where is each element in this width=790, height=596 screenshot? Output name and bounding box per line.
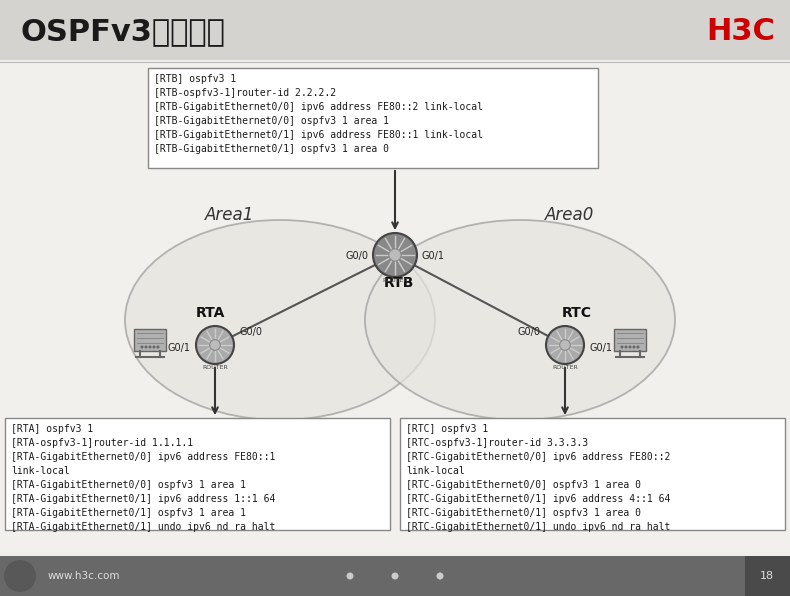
Text: H3C: H3C <box>706 17 775 46</box>
Circle shape <box>389 249 401 261</box>
Bar <box>614 329 646 351</box>
Text: G0/1: G0/1 <box>421 251 444 261</box>
Text: Area0: Area0 <box>545 206 595 224</box>
Text: G0/1: G0/1 <box>167 343 190 353</box>
Circle shape <box>633 346 635 349</box>
Circle shape <box>156 346 160 349</box>
Text: Area1: Area1 <box>205 206 254 224</box>
Circle shape <box>546 326 584 364</box>
Text: OSPFv3配置示例: OSPFv3配置示例 <box>20 17 225 46</box>
Circle shape <box>373 233 417 277</box>
Bar <box>400 418 785 530</box>
Circle shape <box>437 573 443 579</box>
Circle shape <box>392 573 398 579</box>
Circle shape <box>4 560 36 592</box>
Bar <box>134 329 166 351</box>
Circle shape <box>145 346 148 349</box>
Text: ROUTER: ROUTER <box>552 365 577 370</box>
Circle shape <box>209 340 220 350</box>
Circle shape <box>149 346 152 349</box>
Text: G0/1: G0/1 <box>590 343 613 353</box>
Text: [RTA] ospfv3 1
[RTA-ospfv3-1]router-id 1.1.1.1
[RTA-GigabitEthernet0/0] ipv6 add: [RTA] ospfv3 1 [RTA-ospfv3-1]router-id 1… <box>11 424 276 532</box>
Text: RTB: RTB <box>384 276 414 290</box>
Circle shape <box>629 346 631 349</box>
Circle shape <box>141 346 144 349</box>
Text: www.h3c.com: www.h3c.com <box>48 571 121 581</box>
Circle shape <box>559 340 570 350</box>
Text: [RTB] ospfv3 1
[RTB-ospfv3-1]router-id 2.2.2.2
[RTB-GigabitEthernet0/0] ipv6 add: [RTB] ospfv3 1 [RTB-ospfv3-1]router-id 2… <box>154 74 483 154</box>
Circle shape <box>625 346 627 349</box>
Circle shape <box>637 346 639 349</box>
Bar <box>0 0 790 60</box>
Ellipse shape <box>125 220 435 420</box>
Text: G0/0: G0/0 <box>518 327 541 337</box>
Circle shape <box>152 346 156 349</box>
Text: 18: 18 <box>760 571 774 581</box>
Text: RTA: RTA <box>195 306 224 320</box>
Text: [RTC] ospfv3 1
[RTC-ospfv3-1]router-id 3.3.3.3
[RTC-GigabitEthernet0/0] ipv6 add: [RTC] ospfv3 1 [RTC-ospfv3-1]router-id 3… <box>406 424 671 532</box>
Circle shape <box>749 560 781 592</box>
Bar <box>745 556 790 596</box>
Bar <box>0 62 790 552</box>
Text: G0/0: G0/0 <box>239 327 262 337</box>
Bar <box>5 418 390 530</box>
Circle shape <box>196 326 234 364</box>
Text: ROUTER: ROUTER <box>382 278 408 283</box>
Bar <box>148 68 598 168</box>
Circle shape <box>620 346 623 349</box>
Ellipse shape <box>365 220 675 420</box>
Text: RTC: RTC <box>562 306 592 320</box>
Text: G0/0: G0/0 <box>346 251 369 261</box>
Text: ROUTER: ROUTER <box>202 365 228 370</box>
Circle shape <box>347 573 353 579</box>
Bar <box>0 556 790 596</box>
